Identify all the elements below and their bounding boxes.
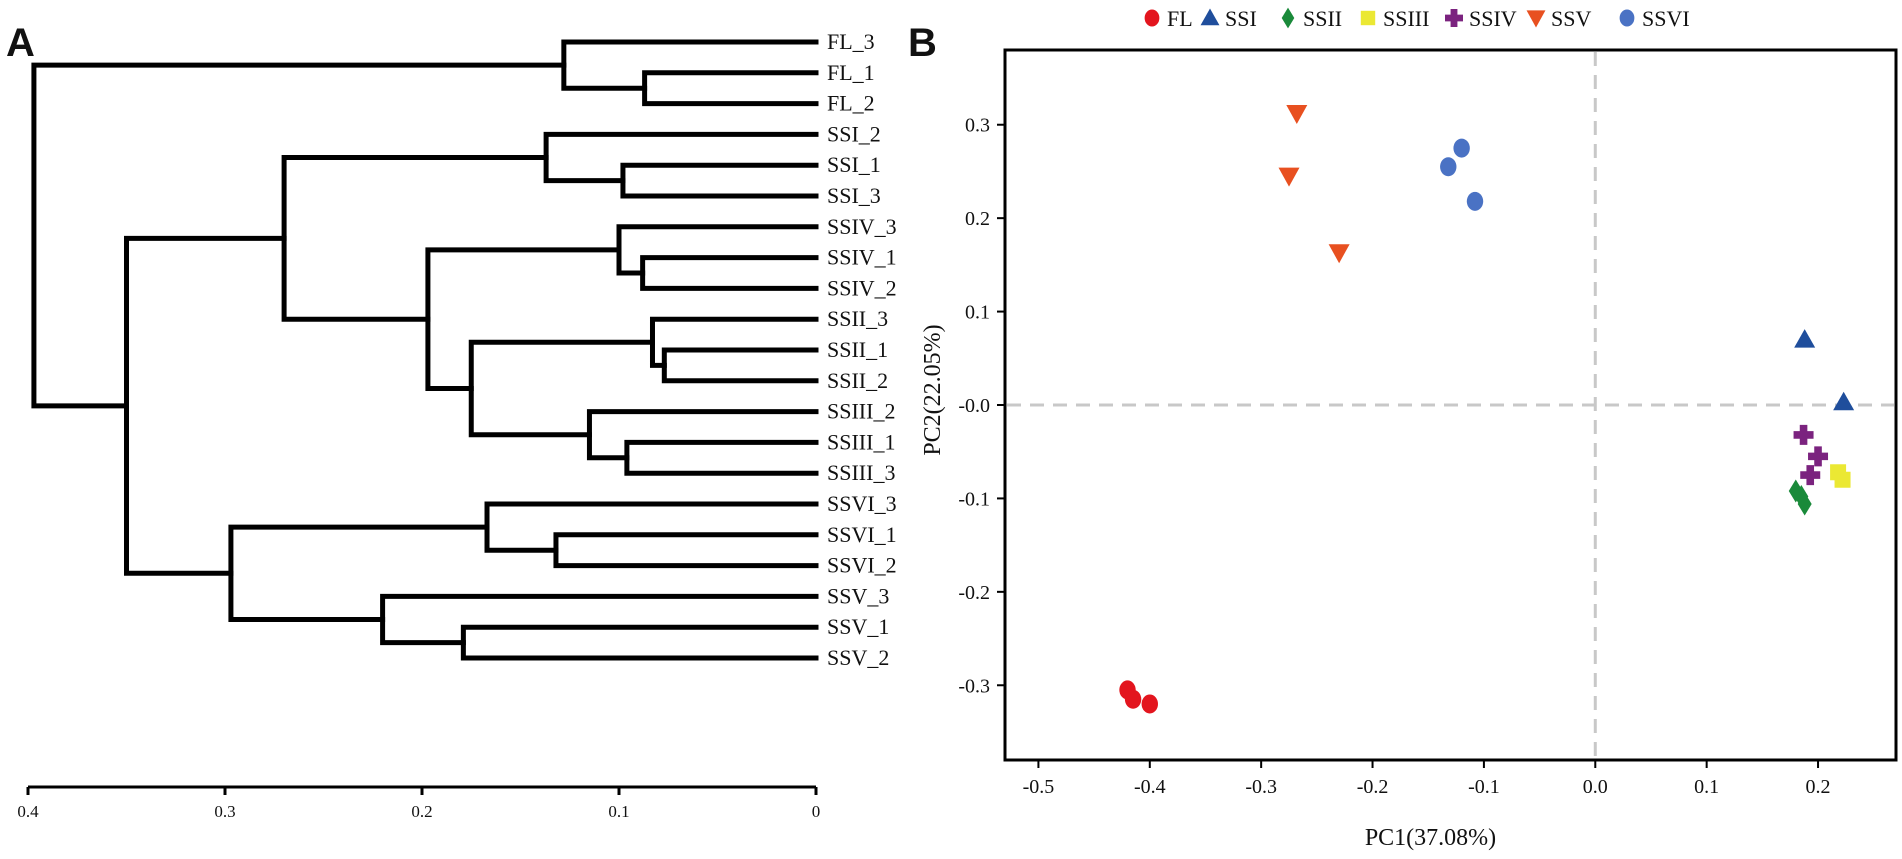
x-tick-label: -0.5	[1023, 776, 1055, 798]
point-ssiv	[1808, 446, 1829, 467]
point-fl	[1124, 689, 1142, 709]
leaf-label: SSIII_1	[827, 429, 895, 454]
legend-marker-ssiii	[1360, 10, 1376, 26]
legend-label: SSVI	[1642, 6, 1690, 31]
leaf-label: SSI_2	[827, 121, 881, 146]
legend-marker-ssii	[1281, 7, 1295, 29]
dendrogram-tick-label: 0.3	[214, 802, 235, 821]
leaf-label: SSV_2	[827, 645, 889, 670]
point-ssv	[1278, 167, 1300, 187]
dendrogram: FL_3 FL_1 FL_2 SSI_2 SSI_1 SSI_3 SSIV_3 SSIV_1 S…	[17, 29, 896, 821]
point-ssiv	[1793, 424, 1814, 445]
legend-label: SSII	[1303, 6, 1342, 31]
dendrogram-tick-label: 0.2	[411, 802, 432, 821]
x-tick-label: 0.0	[1583, 776, 1608, 798]
dendrogram-branch	[649, 316, 819, 368]
point-ssii	[1797, 492, 1812, 516]
point-ssv	[1286, 105, 1308, 125]
y-tick-label: 0.2	[965, 208, 990, 230]
dendrogram-branch	[661, 347, 819, 384]
point-ssvi	[1440, 157, 1457, 177]
point-fl	[1141, 694, 1158, 714]
dendrogram-branch	[484, 501, 819, 553]
dendrogram-tick-label: 0.4	[17, 802, 39, 821]
point-ssvi	[1466, 191, 1484, 211]
dendrogram-branch	[553, 532, 819, 569]
legend-marker-ssvi	[1619, 9, 1635, 27]
dendrogram-branch	[425, 247, 622, 391]
leaf-label: SSII_2	[827, 368, 888, 393]
leaf-label: FL_2	[827, 91, 875, 116]
legend-label: SSIII	[1383, 6, 1429, 31]
dendrogram-branch	[468, 339, 655, 438]
leaf-label: FL_1	[827, 60, 875, 85]
point-ssvi	[1453, 138, 1470, 158]
y-tick-label: -0.3	[958, 675, 990, 697]
x-tick-label: 0.1	[1694, 776, 1719, 798]
legend-label: SSIV	[1469, 6, 1517, 31]
dendrogram-branch	[620, 162, 819, 199]
leaf-label: SSI_1	[827, 152, 881, 177]
legend-label: SSV	[1551, 6, 1591, 31]
leaf-label: SSV_1	[827, 614, 889, 639]
legend-label: SSI	[1225, 6, 1257, 31]
dendrogram-branch	[31, 62, 567, 409]
legend-marker-fl	[1144, 9, 1160, 27]
legend-marker-ssiv	[1445, 9, 1463, 27]
leaf-label: SSII_3	[827, 306, 888, 331]
leaf-label: SSIII_3	[827, 460, 895, 485]
x-tick-label: -0.2	[1357, 776, 1389, 798]
y-axis-title: PC2(22.05%)	[920, 324, 946, 455]
dendrogram-branch	[543, 131, 819, 184]
dendrogram-branch	[561, 39, 819, 91]
point-ssiv	[1800, 465, 1821, 486]
dendrogram-branch	[642, 70, 819, 107]
leaf-label: SSIV_3	[827, 214, 897, 239]
dendrogram-branch	[624, 439, 819, 476]
point-ssiii	[1834, 471, 1851, 488]
pca-plot: -0.5 -0.4 -0.3 -0.2 -0.1 0.0 0.1 0.2 0.3 0.2 0.1 -0…	[920, 6, 1898, 851]
leaf-label: SSIV_1	[827, 245, 897, 270]
dendrogram-branch	[228, 524, 490, 622]
legend-marker-ssi	[1200, 8, 1220, 26]
point-ssv	[1328, 244, 1350, 264]
x-axis-title: PC1(37.08%)	[1365, 825, 1496, 851]
y-tick-label: -0.1	[958, 488, 990, 510]
leaf-label: SSIV_2	[827, 275, 897, 300]
dendrogram-branch	[124, 235, 287, 576]
leaf-label: FL_3	[827, 29, 875, 54]
leaf-label: SSVI_1	[827, 522, 897, 547]
dendrogram-branch	[460, 624, 819, 661]
dendrogram-branch	[281, 155, 549, 322]
x-tick-label: -0.4	[1134, 776, 1166, 798]
legend-marker-ssv	[1526, 10, 1546, 28]
dendrogram-tick-label: 0	[812, 802, 821, 821]
y-tick-label: 0.3	[965, 115, 990, 137]
dendrogram-branch	[616, 224, 819, 276]
x-tick-label: 0.2	[1806, 776, 1831, 798]
dendrogram-branch	[380, 593, 819, 646]
y-tick-label: -0.0	[958, 395, 990, 417]
leaf-label: SSII_1	[827, 337, 888, 362]
leaf-label: SSI_3	[827, 183, 881, 208]
leaf-label: SSV_3	[827, 583, 889, 608]
legend-label: FL	[1167, 6, 1193, 31]
dendrogram-tick-label: 0.1	[608, 802, 629, 821]
panel-label-b: B	[908, 21, 937, 65]
x-tick-label: -0.3	[1245, 776, 1277, 798]
leaf-label: SSVI_2	[827, 553, 897, 578]
dendrogram-branch	[640, 255, 819, 291]
leaf-label: SSVI_3	[827, 491, 897, 516]
y-tick-label: -0.2	[958, 582, 990, 604]
point-ssi	[1794, 329, 1816, 348]
panel-label-a: A	[6, 21, 35, 65]
x-tick-label: -0.1	[1468, 776, 1500, 798]
point-ssi	[1833, 391, 1855, 411]
leaf-label: SSIII_2	[827, 399, 895, 424]
y-tick-label: 0.1	[965, 302, 990, 324]
dendrogram-branch	[586, 409, 819, 461]
